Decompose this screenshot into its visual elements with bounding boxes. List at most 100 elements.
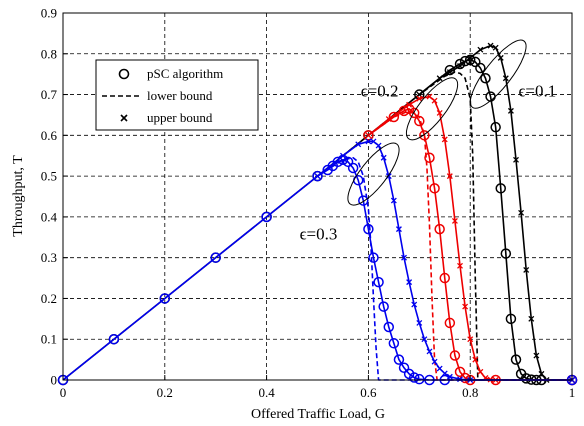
data-point — [375, 142, 382, 149]
data-point — [210, 252, 221, 263]
legend-label-upper: upper bound — [147, 110, 213, 125]
series-line — [367, 110, 572, 381]
data-point — [470, 56, 481, 68]
data-point — [449, 350, 461, 361]
legend: pSC algorithm lower bound upper bound — [95, 59, 259, 131]
data-point — [492, 44, 499, 51]
series-line — [316, 71, 572, 381]
data-point — [395, 226, 402, 233]
data-point — [370, 138, 377, 145]
data-point — [408, 107, 420, 119]
data-point — [411, 301, 418, 308]
series-eps-03-psc-algorithm — [57, 154, 578, 386]
data-point — [358, 195, 369, 206]
series-line — [62, 159, 572, 381]
data-point — [388, 111, 400, 123]
data-point — [436, 109, 443, 116]
y-tick-label: 0.4 — [41, 209, 58, 224]
data-point — [424, 152, 435, 164]
data-point — [513, 156, 519, 163]
data-point — [342, 156, 354, 168]
x-tick-label: 0 — [60, 385, 67, 400]
data-point — [454, 58, 466, 70]
data-point — [500, 248, 512, 259]
data-point — [446, 373, 453, 380]
y-tick-label: 0.2 — [41, 291, 57, 306]
data-point — [108, 333, 120, 345]
annotations: ϵ=0.1 ϵ=0.2 ϵ=0.3 — [300, 82, 557, 244]
data-point — [472, 356, 479, 363]
data-point — [436, 365, 443, 372]
data-point — [454, 366, 466, 378]
data-point — [497, 54, 504, 61]
data-point — [487, 42, 494, 49]
data-point — [373, 276, 384, 288]
legend-label-psc: pSC algorithm — [147, 66, 223, 81]
y-tick-label: 0.8 — [41, 46, 57, 61]
data-point — [441, 370, 448, 377]
series-layer — [57, 42, 578, 386]
data-point — [383, 321, 395, 333]
y-tick-label: 0.1 — [41, 332, 57, 347]
legend-marker-x — [120, 114, 128, 122]
data-point — [467, 54, 474, 61]
ellipse-eps-01 — [469, 39, 527, 109]
data-point — [414, 373, 425, 385]
x-tick-label: 0.6 — [360, 385, 377, 400]
data-point — [429, 183, 440, 194]
data-point — [363, 223, 374, 235]
data-point — [401, 254, 407, 261]
data-point — [439, 272, 450, 284]
epsilon-label: ϵ=0.3 — [300, 224, 338, 243]
data-point — [520, 373, 532, 384]
data-point — [261, 211, 272, 223]
data-point — [457, 262, 463, 269]
plot-frame — [62, 12, 573, 381]
data-point — [444, 317, 456, 329]
series-eps-02-lower-bound — [367, 110, 572, 381]
data-point — [502, 75, 509, 82]
data-point — [421, 336, 428, 343]
data-point — [378, 301, 389, 312]
ellipse-eps-02 — [405, 77, 459, 141]
data-point — [406, 279, 413, 286]
series-eps-02-upper-bound — [365, 93, 575, 383]
data-point — [507, 107, 514, 114]
y-tick-label: 0.3 — [41, 250, 57, 265]
y-tick-label: 0.7 — [41, 87, 58, 102]
data-point — [398, 362, 410, 374]
ellipse-eps-03 — [347, 142, 400, 206]
data-point — [426, 93, 433, 100]
data-point — [431, 97, 438, 104]
data-point — [314, 173, 321, 180]
data-point — [490, 121, 501, 133]
data-point — [436, 75, 443, 82]
y-tick-label: 0 — [51, 373, 58, 388]
data-point — [459, 55, 471, 67]
data-point — [408, 372, 420, 383]
data-point — [339, 152, 346, 159]
data-point — [434, 223, 445, 235]
data-point — [388, 338, 400, 349]
x-tick-label: 1 — [569, 385, 576, 400]
x-tick-label: 0.4 — [258, 385, 275, 400]
x-tick-label: 0.2 — [157, 385, 173, 400]
data-point — [380, 154, 387, 161]
data-point — [159, 293, 171, 304]
data-point — [505, 313, 517, 325]
data-point — [365, 138, 372, 145]
data-point — [475, 62, 486, 74]
data-point — [355, 141, 362, 148]
data-point — [495, 183, 506, 194]
y-tick-label: 0.9 — [41, 6, 57, 21]
y-tick-label: 0.6 — [41, 128, 58, 143]
data-point — [390, 197, 397, 204]
data-point — [457, 376, 463, 383]
data-point — [446, 69, 453, 76]
epsilon-label: ϵ=0.2 — [361, 82, 399, 101]
x-axis-title: Offered Traffic Load, G — [251, 407, 385, 422]
data-point — [312, 170, 323, 182]
data-point — [365, 132, 372, 139]
